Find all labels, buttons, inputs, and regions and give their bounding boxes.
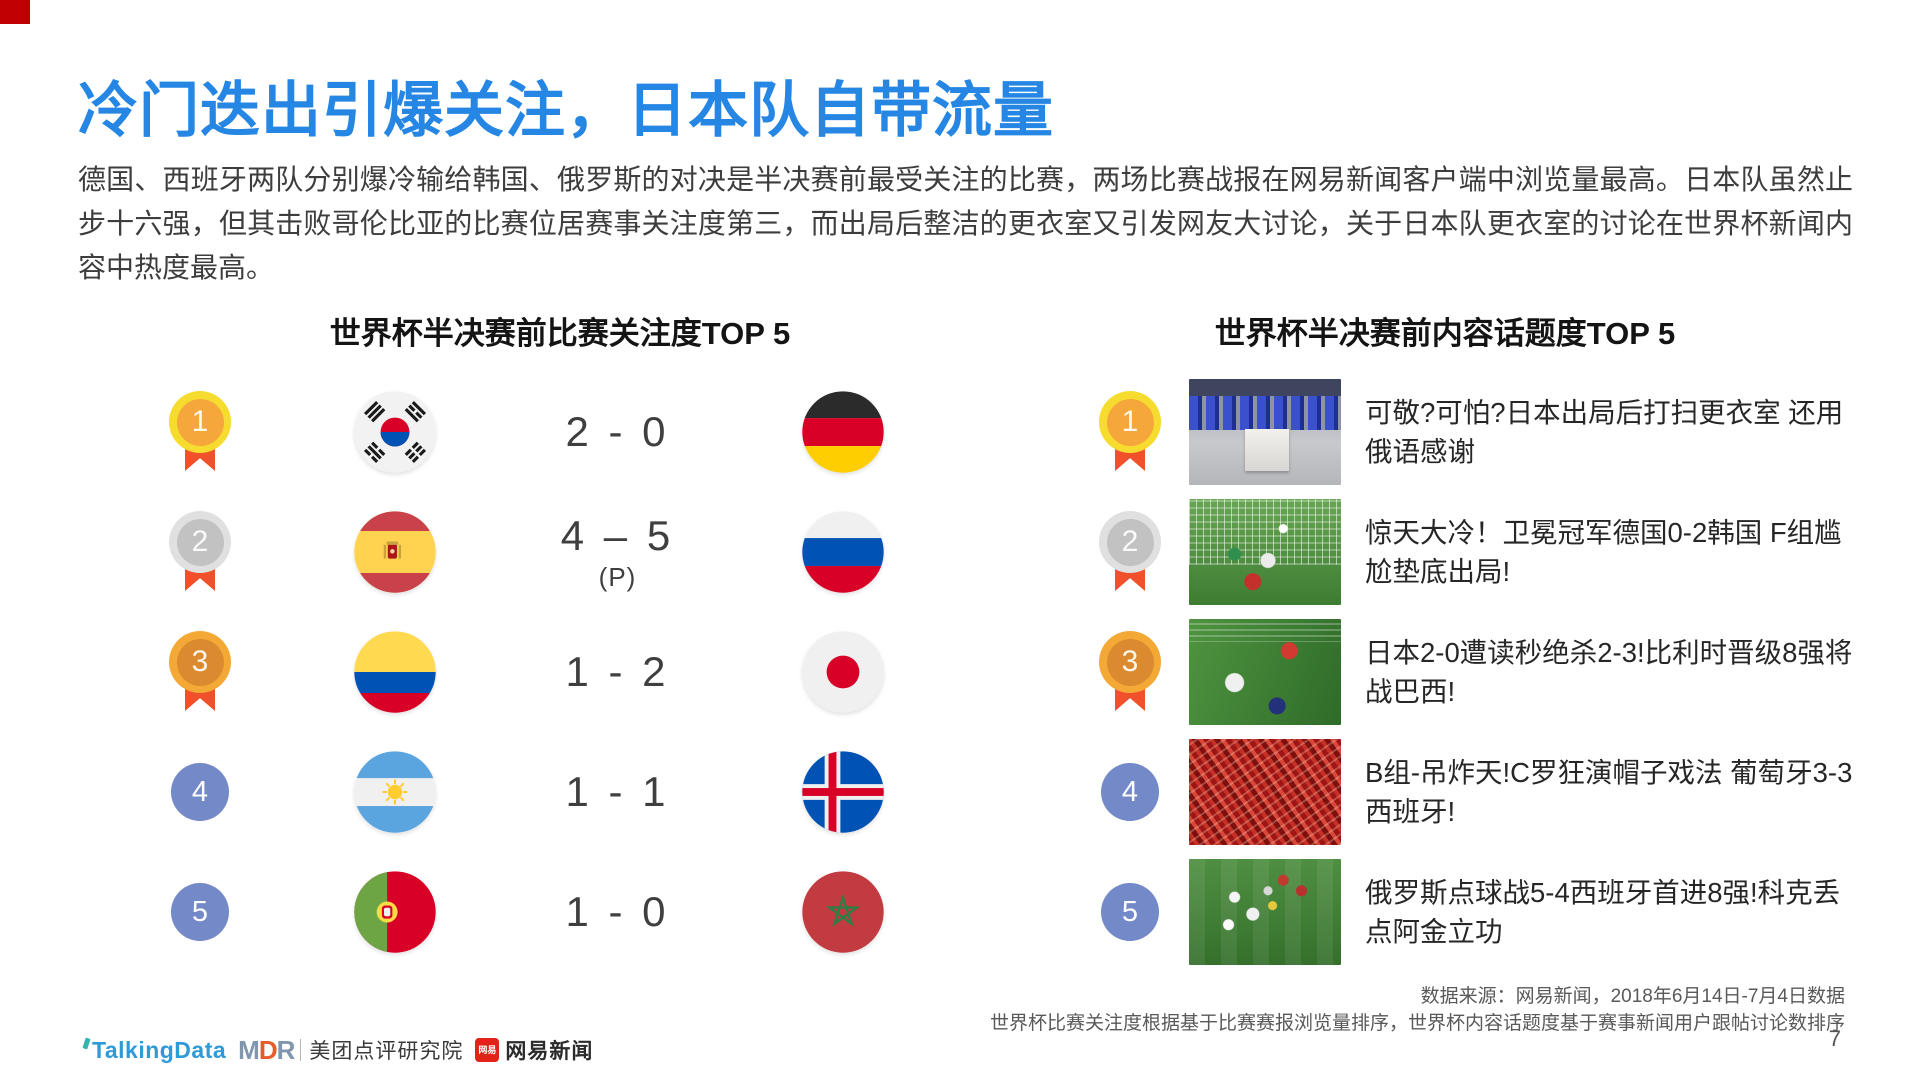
topic-row-4: 4 B组-吊炸天!C罗狂演帽子戏法 葡萄牙3-3西班牙! (1085, 732, 1875, 852)
page-title: 冷门迭出引爆关注，日本队自带流量 (78, 77, 1054, 144)
rank-circle: 5 (171, 883, 229, 941)
flag-argentina-icon (353, 750, 437, 834)
news-thumbnail-celebration (1189, 859, 1341, 965)
flag-colombia-icon (353, 630, 437, 714)
rank-circle: 4 (1101, 763, 1159, 821)
match-list: 1 2 - 0 (140, 372, 980, 972)
rank-number: 1 (176, 398, 224, 446)
data-source-note: 数据来源：网易新闻，2018年6月14日-7月4日数据 世界杯比赛关注度根据基于… (990, 984, 1845, 1037)
news-thumbnail-locker-room (1189, 379, 1341, 485)
topic-row-5: 5 俄罗斯点球战5-4西班牙首进8强!科克丢点阿金立功 (1085, 852, 1875, 972)
match-row-3: 3 1 - 2 (140, 612, 980, 732)
flag-morocco-icon (801, 870, 885, 954)
news-headline: 日本2-0遭读秒绝杀2-3!比利时晋级8强将战巴西! (1365, 636, 1853, 707)
rank-circle: 4 (171, 763, 229, 821)
talkingdata-tick-icon (82, 1036, 91, 1050)
silver-medal-icon: 2 (1098, 511, 1162, 593)
news-headline: 惊天大冷！卫冕冠军德国0-2韩国 F组尴尬垫底出局! (1365, 516, 1842, 587)
rank-circle: 5 (1101, 883, 1159, 941)
netease-news-logo: 网易 网易新闻 (475, 1035, 593, 1065)
netease-badge-icon: 网易 (475, 1038, 500, 1062)
mdr-letter-d: D (258, 1034, 278, 1065)
flag-iceland-icon (801, 750, 885, 834)
match-score: 4 – 5 (560, 511, 675, 559)
flag-portugal-icon (353, 870, 437, 954)
silver-medal-icon: 2 (168, 511, 232, 593)
bronze-medal-icon: 3 (168, 631, 232, 713)
match-panel-title: 世界杯半决赛前比赛关注度TOP 5 (329, 316, 791, 351)
bronze-medal-icon: 3 (1098, 631, 1162, 713)
match-score: 1 - 1 (565, 768, 670, 815)
rank-number: 2 (1106, 518, 1154, 566)
logo-divider (300, 1039, 302, 1061)
penalty-note: (P) (598, 561, 637, 592)
news-headline: B组-吊炸天!C罗狂演帽子戏法 葡萄牙3-3西班牙! (1365, 756, 1853, 827)
mdr-label-text: 美团点评研究院 (309, 1040, 464, 1063)
data-source-line2: 世界杯比赛关注度根据基于比赛赛报浏览量排序，世界杯内容话题度基于赛事新闻用户跟帖… (989, 1012, 1845, 1034)
topic-row-1: 1 可敬?可怕?日本出局后打扫更衣室 还用俄语感谢 (1085, 372, 1875, 492)
rank-number: 2 (176, 518, 224, 566)
talkingdata-logo-text: TalkingData (92, 1036, 227, 1063)
gold-medal-icon: 1 (1098, 391, 1162, 473)
flag-russia-icon (801, 510, 885, 594)
topic-row-2: 2 惊天大冷！卫冕冠军德国0-2韩国 F组尴尬垫底出局! (1085, 492, 1875, 612)
mdr-letter-m: M (238, 1034, 260, 1065)
news-headline: 可敬?可怕?日本出局后打扫更衣室 还用俄语感谢 (1365, 396, 1844, 467)
match-score: 1 - 2 (565, 648, 670, 695)
news-thumbnail-crowd (1189, 739, 1341, 845)
topic-panel-title: 世界杯半决赛前内容话题度TOP 5 (1214, 316, 1676, 351)
corner-accent (0, 0, 30, 24)
flag-south-korea-icon (353, 390, 437, 474)
flag-germany-icon (801, 390, 885, 474)
match-row-4: 4 1 - 1 (140, 732, 980, 852)
flag-japan-icon (801, 630, 885, 714)
news-thumbnail-pitch-players (1189, 619, 1341, 725)
rank-number: 3 (1106, 638, 1154, 686)
flag-spain-icon (353, 510, 437, 594)
news-headline: 俄罗斯点球战5-4西班牙首进8强!科克丢点阿金立功 (1365, 876, 1841, 947)
gold-medal-icon: 1 (168, 391, 232, 473)
topic-list: 1 可敬?可怕?日本出局后打扫更衣室 还用俄语感谢 2 惊天大冷！卫冕冠军德国0… (1085, 372, 1875, 972)
netease-label-text: 网易新闻 (505, 1040, 594, 1063)
data-source-line1: 数据来源：网易新闻，2018年6月14日-7月4日数据 (1420, 986, 1845, 1007)
match-row-1: 1 2 - 0 (140, 372, 980, 492)
mdr-letter-r: R (276, 1034, 296, 1065)
match-score: 2 - 0 (565, 408, 670, 455)
topic-row-3: 3 日本2-0遭读秒绝杀2-3!比利时晋级8强将战巴西! (1085, 612, 1875, 732)
page-number: 7 (1828, 1026, 1841, 1051)
talkingdata-logo: TalkingData (82, 1036, 227, 1064)
match-row-5: 5 1 - 0 (140, 852, 980, 972)
rank-number: 3 (176, 638, 224, 686)
rank-number: 1 (1106, 398, 1154, 446)
summary-paragraph: 德国、西班牙两队分别爆冷输给韩国、俄罗斯的对决是半决赛前最受关注的比赛，两场比赛… (78, 164, 1853, 284)
match-row-2: 2 4 – 5 (P) (140, 492, 980, 612)
news-thumbnail-goal-scene (1189, 499, 1341, 605)
match-score: 1 - 0 (565, 888, 670, 935)
